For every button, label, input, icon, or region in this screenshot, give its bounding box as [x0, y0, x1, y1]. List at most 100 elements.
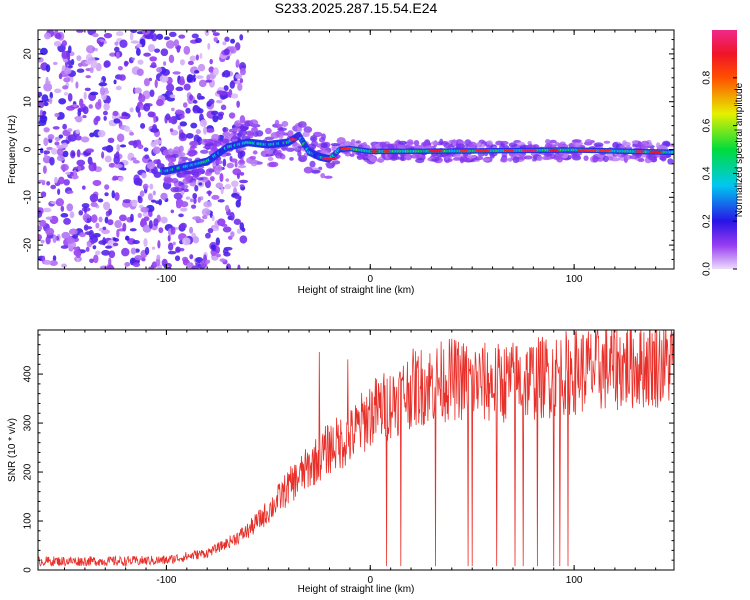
spectrogram-cell [143, 78, 150, 87]
spectrogram-cell [185, 133, 194, 139]
spectrogram-cell [180, 207, 188, 212]
spectrogram-cell [72, 174, 79, 180]
spectrogram-cell [637, 141, 642, 147]
spectrogram-cell [186, 152, 196, 156]
spectrogram-cell [236, 228, 242, 234]
bottom-plot-frame [37, 329, 675, 571]
spectrogram-cell [73, 169, 77, 177]
spectrogram-cell [607, 156, 614, 161]
spectrogram-cell [66, 190, 74, 194]
spectrogram-cell [375, 158, 385, 163]
spectrogram-cell [108, 257, 112, 266]
spectrogram-cell [43, 101, 49, 107]
spectrogram-cell [49, 156, 55, 166]
spectrogram-cell [200, 149, 209, 154]
spectrogram-cell [115, 85, 122, 91]
spectrogram-cell [62, 150, 69, 158]
spectrogram-cell [192, 236, 200, 244]
spectrogram-cell [222, 41, 227, 46]
spectrogram-cell [56, 147, 64, 157]
spectrogram-cell [285, 147, 295, 152]
spectrogram-cell [148, 266, 154, 269]
spectrogram-cell [177, 152, 186, 157]
spectrogram-cell [103, 61, 110, 68]
spectrogram-cell [598, 149, 611, 153]
spectrogram-cell [124, 261, 131, 267]
spectrogram-cell [168, 148, 174, 155]
spectrogram-cell [223, 85, 229, 92]
spectrogram-cell [113, 164, 123, 169]
spectrogram-cell [70, 75, 74, 83]
spectrogram-cell [170, 186, 180, 193]
spectrogram-cell [188, 158, 193, 162]
spectrogram-cell [619, 144, 626, 149]
spectrogram-cell [161, 68, 171, 76]
spectrogram-cell [222, 158, 227, 167]
spectrogram-cell [45, 236, 51, 245]
spectrogram-cell [130, 247, 137, 255]
spectrogram-cell [143, 216, 150, 222]
spectrogram-cell [179, 247, 185, 252]
spectrogram-cell [56, 155, 65, 162]
spectrogram-cell [431, 158, 438, 162]
figure-title: S233.2025.287.15.54.E24 [275, 0, 438, 16]
spectrogram-cell [117, 66, 123, 71]
spectrogram-cell [220, 223, 228, 227]
spectrogram-cell [66, 236, 75, 244]
spectrogram-cell [93, 254, 99, 264]
spectrogram-cell [146, 161, 156, 170]
spectrogram-cell [179, 132, 186, 140]
spectrogram-cell [228, 112, 236, 119]
spectrogram-cell [67, 134, 77, 142]
spectrogram-cell [183, 188, 189, 193]
spectrogram-cell [309, 135, 318, 142]
spectrogram-cell [191, 33, 199, 39]
colorbar-tick-label: 0.4 [702, 166, 713, 180]
spectrogram-cell [107, 219, 114, 226]
spectrogram-cell [182, 178, 190, 185]
spectrogram-cell [223, 251, 231, 257]
spectrogram-cell [574, 142, 580, 147]
spectrogram-cell [102, 110, 108, 116]
spectrogram-cell [222, 127, 229, 133]
spectrogram-cell [222, 131, 231, 138]
spectrogram-cell [236, 100, 240, 108]
spectrogram-cell [179, 59, 185, 66]
spectrogram-cell [90, 59, 98, 69]
spectrogram-cell [89, 258, 95, 263]
spectrogram-cell [382, 150, 391, 153]
spectrogram-cell [180, 76, 185, 82]
spectrogram-cell [211, 215, 215, 222]
snr-line [38, 330, 674, 568]
spectrogram-cell [48, 97, 53, 105]
spectrogram-cell [43, 150, 51, 155]
spectrogram-cell [274, 151, 283, 159]
spectrogram-cell [198, 79, 207, 88]
spectrogram-cell [75, 249, 82, 259]
spectrogram-cell [175, 86, 184, 92]
spectrogram-cell [101, 151, 105, 159]
spectrogram-cell [404, 153, 413, 161]
spectrogram-cell [230, 231, 235, 238]
spectrogram-cell [102, 237, 106, 246]
spectrogram-cell [53, 40, 62, 47]
spectrogram-cell [211, 133, 220, 141]
spectrogram-cell [239, 184, 245, 188]
spectrogram-cell [430, 141, 439, 146]
spectrogram-cell [166, 83, 175, 92]
spectrogram-cell [229, 211, 235, 221]
spectrogram-cell [143, 52, 151, 57]
spectrogram-cell [82, 106, 89, 115]
spectrogram-cell [77, 62, 83, 67]
spectrogram-cell [137, 196, 143, 204]
spectrogram-cell [349, 153, 355, 157]
spectrogram-cell [129, 228, 137, 232]
spectrogram-cell [76, 30, 84, 33]
spectrogram-cell [104, 87, 108, 93]
spectrogram-cell [94, 101, 102, 110]
spectrogram-cell [527, 140, 532, 146]
spectrogram-cell [516, 141, 525, 146]
spectrogram-cell [330, 142, 341, 147]
spectrogram-cell [67, 128, 73, 132]
spectrogram-cell [121, 247, 130, 257]
